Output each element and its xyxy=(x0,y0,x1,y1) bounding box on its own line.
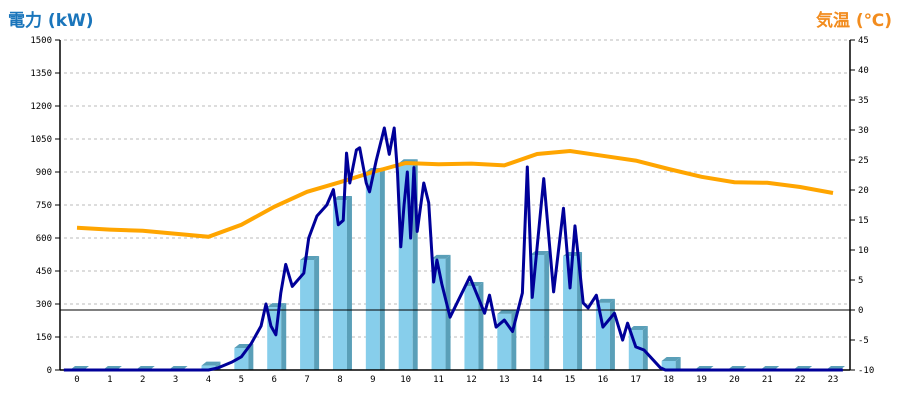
bar-top xyxy=(628,325,648,330)
left-tick-label: 0 xyxy=(47,366,52,376)
bar xyxy=(595,302,610,370)
left-tick-label: 1350 xyxy=(30,69,52,79)
x-tick-label: 19 xyxy=(696,375,707,385)
x-tick-label: 1 xyxy=(107,375,112,385)
x-tick-label: 18 xyxy=(663,375,674,385)
x-tick-label: 16 xyxy=(597,375,608,385)
x-tick-label: 0 xyxy=(74,375,79,385)
right-tick-label: 15 xyxy=(858,216,869,226)
x-tick-label: 23 xyxy=(828,375,839,385)
bar-side xyxy=(675,356,681,370)
bar xyxy=(365,172,380,370)
right-tick-label: 20 xyxy=(858,186,869,196)
x-tick-label: 4 xyxy=(206,375,211,385)
x-tick-label: 6 xyxy=(272,375,277,385)
bar-top xyxy=(201,361,221,366)
bar-side xyxy=(478,281,484,370)
bar-top xyxy=(267,303,287,308)
bar-side xyxy=(314,256,320,370)
bar-top xyxy=(431,254,451,259)
left-tick-label: 1200 xyxy=(30,102,52,112)
right-tick-label: 40 xyxy=(858,66,869,76)
bar-top xyxy=(497,309,517,314)
right-tick-label: 45 xyxy=(858,36,869,46)
x-tick-label: 22 xyxy=(795,375,806,385)
power-line xyxy=(63,126,843,372)
bar-top xyxy=(595,298,615,303)
left-tick-label: 300 xyxy=(36,300,52,310)
bar-side xyxy=(346,195,352,370)
left-tick-label: 1500 xyxy=(30,36,52,46)
bar-side xyxy=(642,325,648,370)
x-tick-label: 14 xyxy=(532,375,543,385)
x-tick-label: 12 xyxy=(466,375,477,385)
x-tick-label: 8 xyxy=(337,375,342,385)
x-tick-label: 5 xyxy=(239,375,244,385)
x-tick-label: 3 xyxy=(173,375,178,385)
bar xyxy=(497,313,512,370)
bar xyxy=(332,199,347,370)
x-tick-label: 20 xyxy=(729,375,740,385)
right-tick-label: 0 xyxy=(858,306,863,316)
x-tick-label: 15 xyxy=(565,375,576,385)
temperature-line xyxy=(76,148,834,239)
x-tick-label: 13 xyxy=(499,375,510,385)
bar-side xyxy=(281,303,287,370)
bar xyxy=(300,260,315,370)
right-tick-label: 25 xyxy=(858,156,869,166)
right-tick-label: 10 xyxy=(858,246,869,256)
right-tick-label: 35 xyxy=(858,96,869,106)
left-tick-label: 450 xyxy=(36,267,52,277)
bar-top xyxy=(530,250,550,255)
x-tick-label: 10 xyxy=(400,375,411,385)
x-tick-label: 11 xyxy=(433,375,444,385)
bar-side xyxy=(379,168,385,370)
left-tick-label: 1050 xyxy=(30,135,52,145)
x-tick-label: 21 xyxy=(762,375,773,385)
left-tick-label: 150 xyxy=(36,333,52,343)
right-tick-label: -5 xyxy=(858,336,869,346)
left-tick-label: 600 xyxy=(36,234,52,244)
left-tick-label: 750 xyxy=(36,201,52,211)
bar xyxy=(464,285,479,370)
bar-top xyxy=(661,356,681,361)
right-axis-title: 気温 (℃) xyxy=(815,11,892,31)
x-tick-label: 17 xyxy=(630,375,641,385)
bar-top xyxy=(332,195,352,200)
right-tick-label: -10 xyxy=(858,366,874,376)
bar xyxy=(661,360,676,370)
right-tick-label: 30 xyxy=(858,126,869,136)
left-tick-label: 900 xyxy=(36,168,52,178)
x-tick-label: 7 xyxy=(304,375,309,385)
right-tick-label: 5 xyxy=(858,276,863,286)
bar-side xyxy=(248,344,254,370)
left-axis-title: 電力 (kW) xyxy=(8,11,94,31)
bar xyxy=(563,256,578,370)
bar xyxy=(201,365,216,370)
x-tick-label: 2 xyxy=(140,375,145,385)
x-tick-label: 9 xyxy=(370,375,375,385)
